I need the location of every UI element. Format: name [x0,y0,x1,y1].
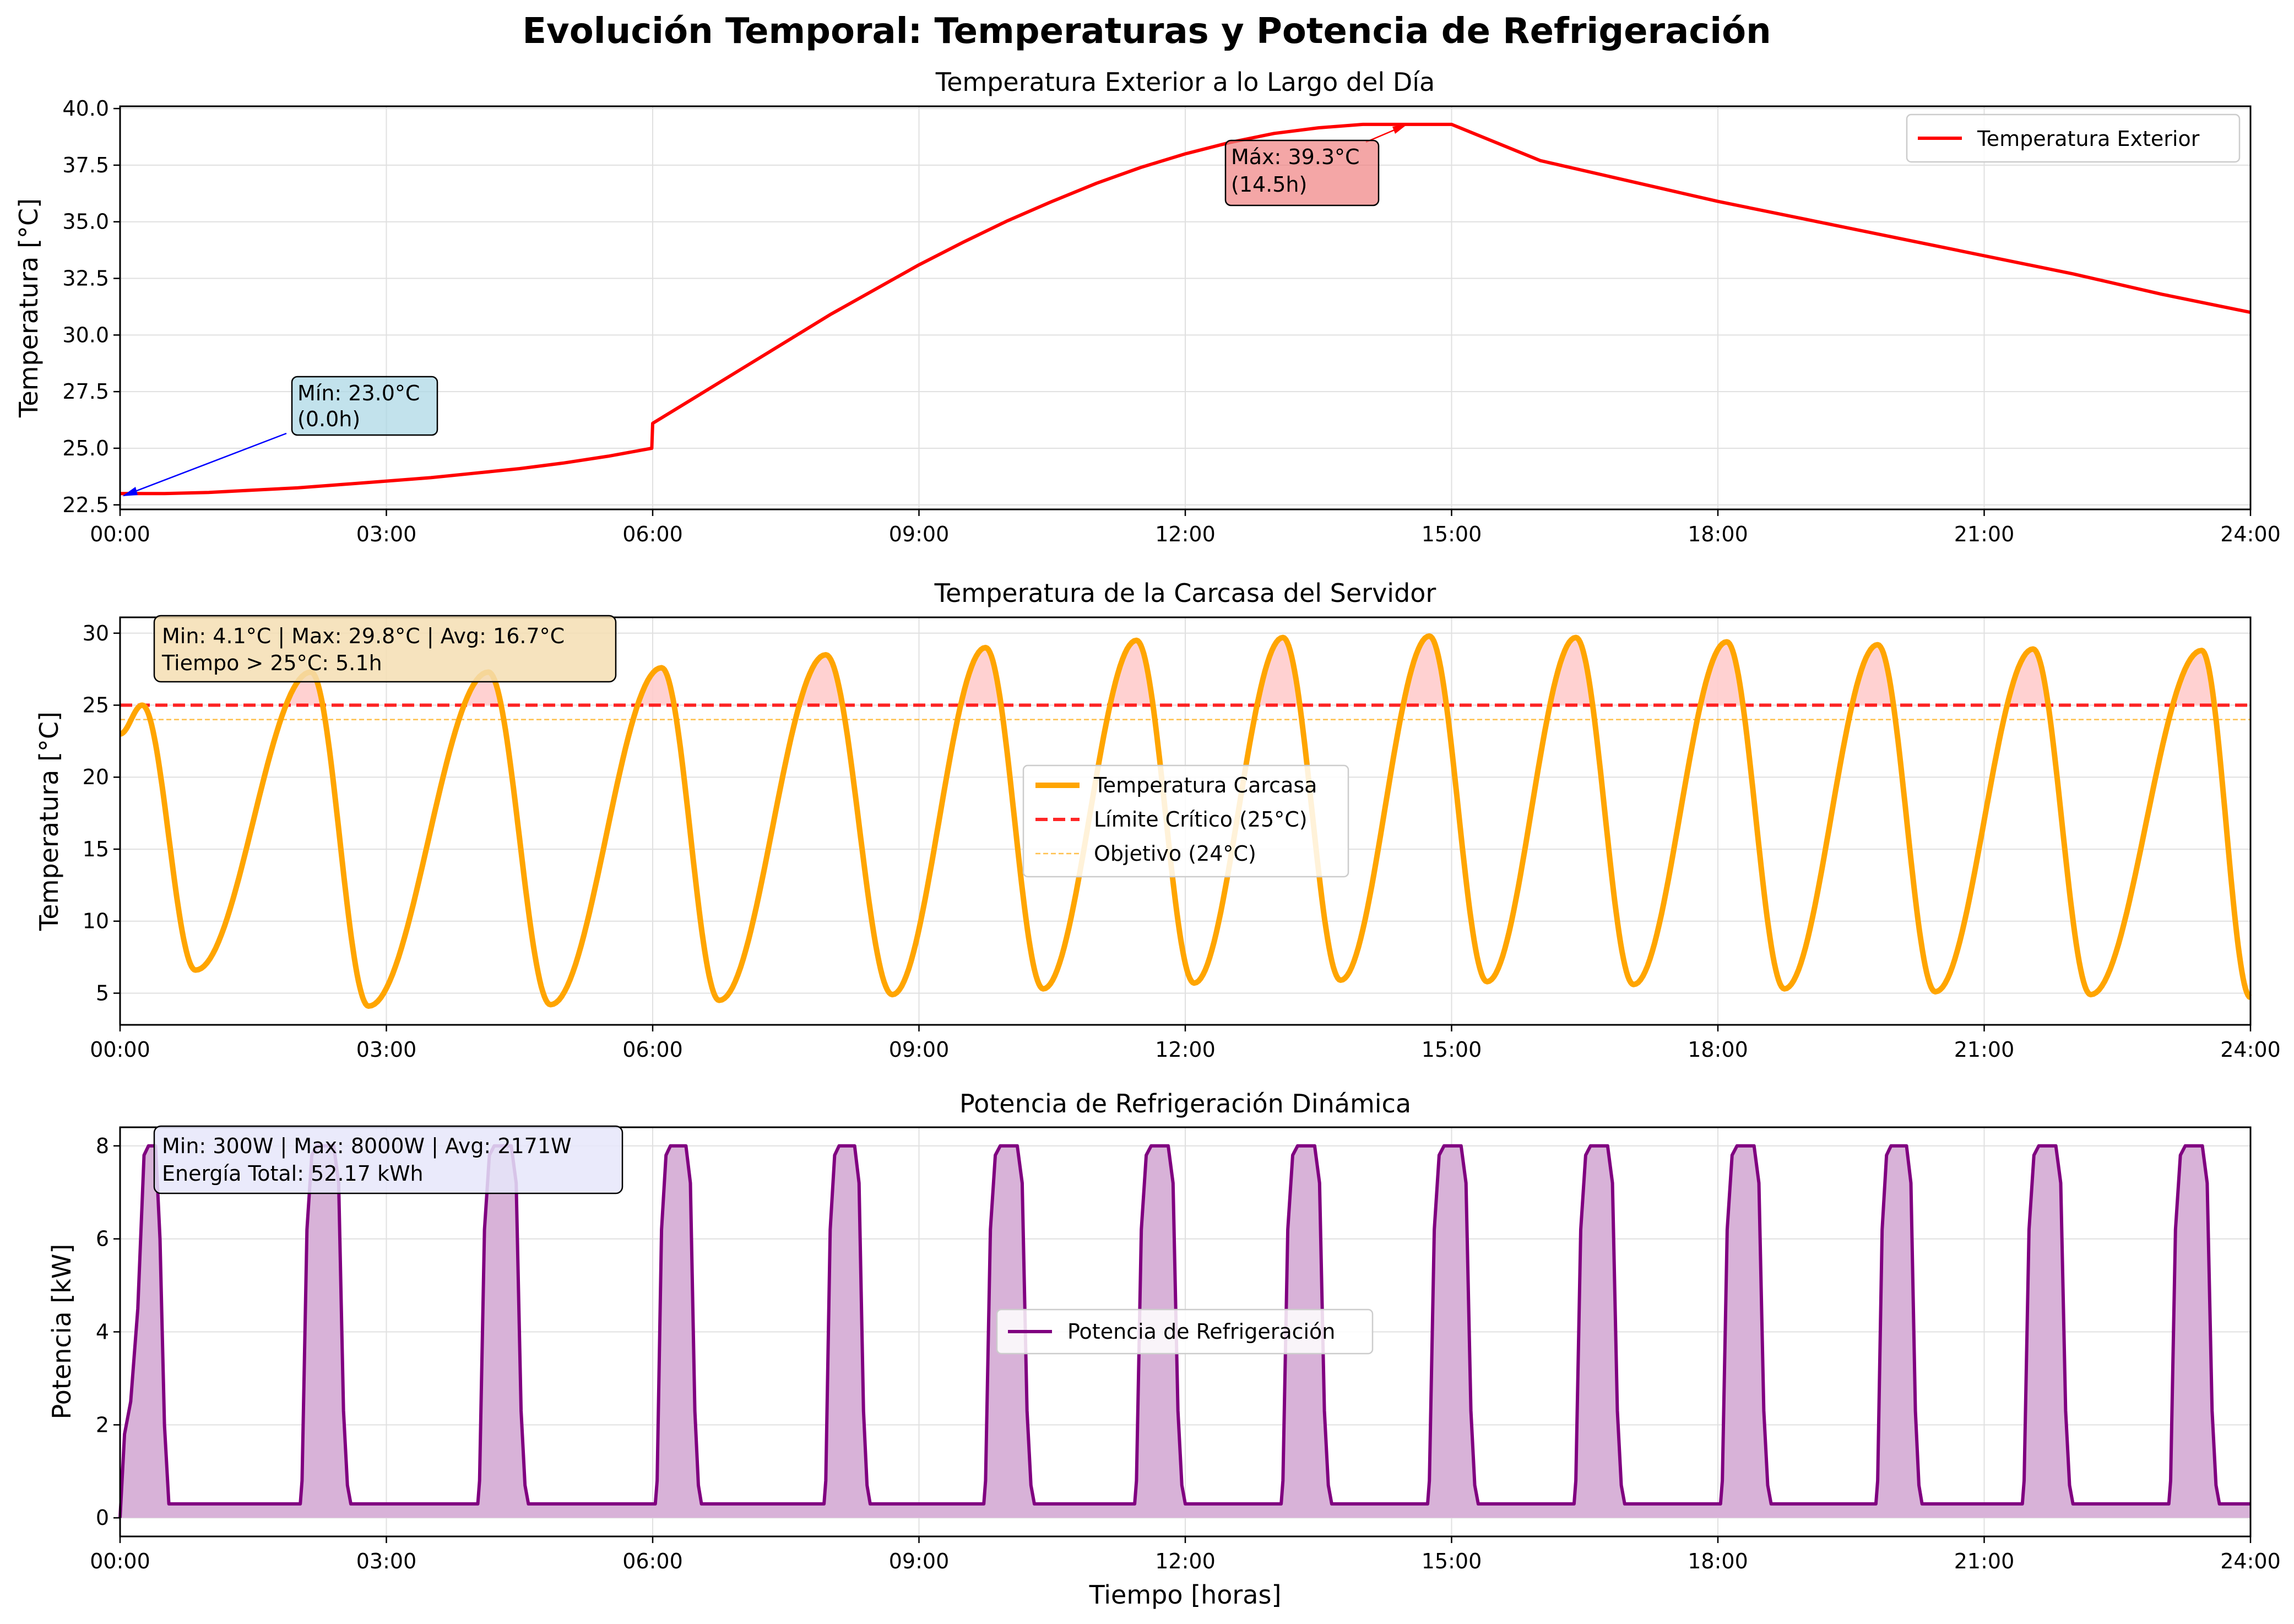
x-tick-label: 15:00 [1422,1038,1482,1062]
panel-power-xlabel: Tiempo [horas] [1089,1580,1282,1610]
x-tick-label: 00:00 [90,1038,150,1062]
panel-exterior: Temperatura Exterior a lo Largo del Día … [14,67,2281,546]
y-tick-label: 25.0 [62,436,109,460]
min-annotation-line-1: Mín: 23.0°C [297,381,420,405]
carcasa-stats-box [153,615,617,683]
panel-power-xticks: 00:00 03:00 06:00 09:00 12:00 15:00 18:00 21:00… [90,1536,2281,1573]
panel-power-ylabel: Potencia [kW] [47,1244,77,1420]
x-tick-label: 24:00 [2220,522,2281,546]
over-limit-area [2174,650,2214,705]
y-tick-label: 15 [83,837,109,861]
x-tick-label: 09:00 [889,522,950,546]
panel-carcasa-lines [118,633,2252,1009]
over-limit-area [1852,644,1892,705]
y-tick-label: 0 [96,1506,109,1530]
carcasa-stats-line-2: Tiempo > 25°C: 5.1h [161,651,382,675]
x-tick-label: 00:00 [90,1549,150,1573]
panel-exterior-ylabel: Temperatura [°C] [14,198,44,418]
y-tick-label: 2 [96,1413,109,1437]
series-line-exterior [120,122,2251,496]
y-tick-label: 8 [96,1134,109,1158]
x-tick-label: 15:00 [1422,1549,1482,1573]
panel-carcasa-legend [1022,764,1349,878]
max-annotation-line-1: Máx: 39.3°C [1231,145,1360,169]
x-tick-label: 06:00 [622,522,683,546]
x-tick-label: 09:00 [889,1038,950,1062]
legend-label-target: Objetivo (24°C) [1094,841,1256,866]
panel-power: Potencia de Refrigeración Dinámica 0 2 4 6 8… [47,1089,2281,1610]
legend-label-exterior: Temperatura Exterior [1977,127,2200,151]
panel-power-title: Potencia de Refrigeración Dinámica [959,1089,1411,1118]
panel-carcasa-ylabel: Temperatura [°C] [34,711,64,931]
min-annotation-box [291,376,438,436]
panel-carcasa: Temperatura de la Carcasa del Servidor 5… [34,578,2281,1062]
panel-exterior-lines [120,122,2251,496]
panel-exterior-grid [120,106,2251,509]
x-tick-label: 12:00 [1155,1038,1216,1062]
panel-exterior-title: Temperatura Exterior a lo Largo del Día [935,67,1435,97]
x-tick-label: 06:00 [622,1549,683,1573]
power-stats-line-2: Energía Total: 52.17 kWh [162,1161,424,1186]
y-tick-label: 27.5 [62,379,109,404]
x-tick-label: 18:00 [1688,1038,1748,1062]
panel-carcasa-xticks: 00:00 03:00 06:00 09:00 12:00 15:00 18:00 21:00… [90,1025,2281,1062]
y-tick-label: 40.0 [62,96,109,121]
min-annotation-line-2: (0.0h) [297,407,360,431]
x-tick-label: 24:00 [2220,1038,2281,1062]
x-tick-label: 18:00 [1688,1549,1748,1573]
x-tick-label: 03:00 [356,1549,417,1573]
y-tick-label: 6 [96,1227,109,1251]
y-tick-label: 30.0 [62,323,109,347]
figure-title: Evolución Temporal: Temperaturas y Poten… [522,11,1771,52]
y-tick-label: 37.5 [62,153,109,177]
power-stats-line-1: Min: 300W | Max: 8000W | Avg: 2171W [162,1134,572,1159]
y-tick-label: 25 [83,693,109,718]
x-tick-label: 12:00 [1155,522,1216,546]
over-limit-area [639,667,674,705]
x-tick-label: 21:00 [1954,522,2015,546]
y-tick-label: 30 [83,621,109,645]
y-tick-label: 20 [83,765,109,789]
max-annotation-arrowhead [1392,124,1408,134]
panel-exterior-xticks: 00:00 03:00 06:00 09:00 12:00 15:00 18:00 21:00… [90,509,2281,546]
panel-power-legend [996,1308,1374,1355]
carcasa-stats-line-1: Min: 4.1°C | Max: 29.8°C | Avg: 16.7°C [162,624,565,649]
max-annotation-box [1224,139,1380,207]
min-annotation-arrow [123,432,287,497]
x-tick-label: 24:00 [2220,1549,2281,1573]
x-tick-label: 21:00 [1954,1549,2015,1573]
y-tick-label: 4 [96,1320,109,1344]
x-tick-label: 03:00 [356,1038,417,1062]
power-stats-box [153,1125,623,1194]
panel-exterior-legend [1906,113,2241,163]
legend-label-limit: Límite Crítico (25°C) [1094,807,1308,832]
panel-carcasa-title: Temperatura de la Carcasa del Servidor [934,578,1436,608]
panel-exterior-yticks: 22.5 25.0 27.5 30.0 32.5 35.0 37.5 40.0 [62,96,120,517]
min-annotation-arrowhead [122,487,138,496]
x-tick-label: 09:00 [889,1549,950,1573]
y-tick-label: 5 [96,981,109,1005]
x-tick-label: 06:00 [622,1038,683,1062]
x-tick-label: 00:00 [90,522,150,546]
y-tick-label: 35.0 [62,210,109,234]
legend-label-power: Potencia de Refrigeración [1067,1319,1335,1344]
x-tick-label: 18:00 [1688,522,1748,546]
x-tick-label: 03:00 [356,522,417,546]
legend-label-carcasa: Temperatura Carcasa [1093,773,1317,797]
max-annotation-line-2: (14.5h) [1231,172,1307,197]
y-tick-label: 32.5 [62,267,109,291]
y-tick-label: 10 [83,909,109,933]
panel-carcasa-yticks: 5 10 15 20 25 30 [83,621,120,1005]
x-tick-label: 15:00 [1422,522,1482,546]
x-tick-label: 21:00 [1954,1038,2015,1062]
y-tick-label: 22.5 [62,493,109,517]
x-tick-label: 12:00 [1155,1549,1216,1573]
panel-power-yticks: 0 2 4 6 8 [96,1134,120,1530]
series-line-carcasa [118,633,2252,1009]
